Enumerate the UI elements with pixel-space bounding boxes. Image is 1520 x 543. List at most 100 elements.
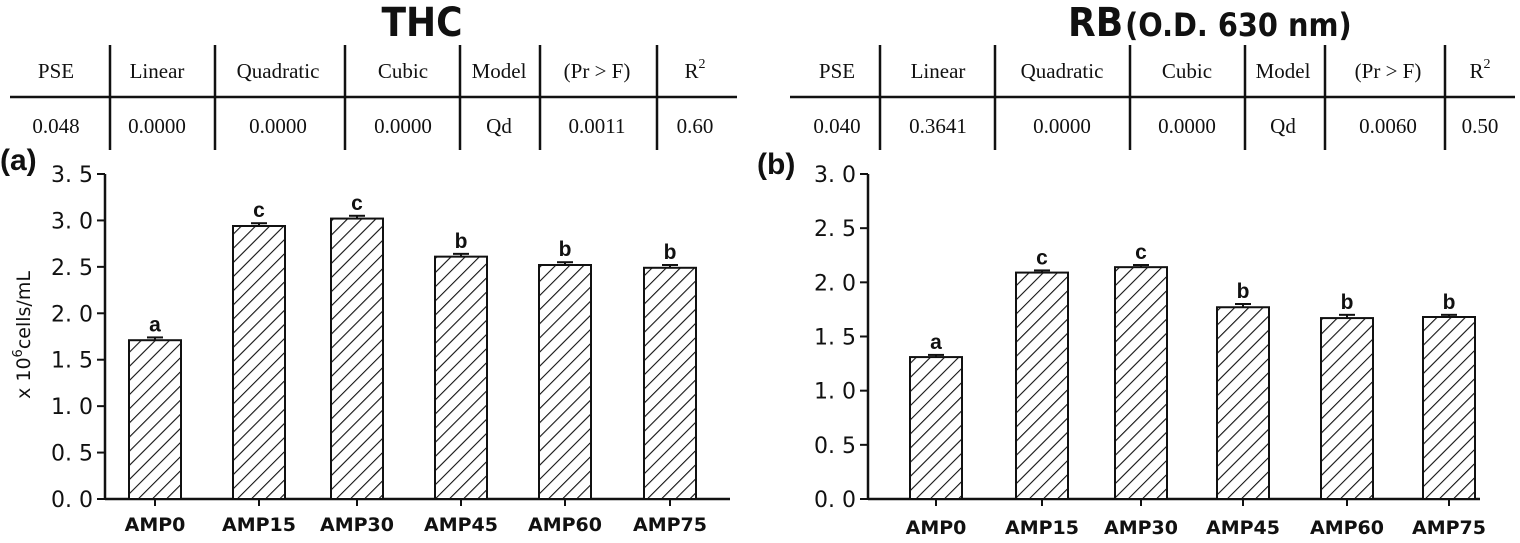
table-value-cell: 0.0000 bbox=[374, 114, 432, 138]
y-tick-label: 3. 5 bbox=[51, 163, 93, 188]
table-value-cell: 0.0060 bbox=[1359, 114, 1417, 138]
ylabel-prefix: x 10 bbox=[13, 357, 35, 398]
y-tick-label: 3. 0 bbox=[814, 163, 856, 188]
y-tick-label: 0. 0 bbox=[814, 488, 856, 513]
bar bbox=[128, 339, 182, 501]
bar bbox=[1114, 266, 1168, 500]
table-header-cell: PSE bbox=[819, 59, 855, 83]
y-tick-label: 0. 0 bbox=[51, 488, 93, 513]
table-header-text: (Pr > F) bbox=[564, 59, 631, 83]
bar bbox=[1320, 317, 1374, 501]
y-tick-label: 3. 0 bbox=[51, 209, 93, 234]
x-tick-label: AMP60 bbox=[528, 514, 602, 536]
table-header-text: R bbox=[684, 59, 698, 83]
x-tick-label: AMP0 bbox=[125, 514, 186, 536]
y-tick-label: 0. 5 bbox=[814, 434, 856, 459]
table-header-cell: Quadratic bbox=[237, 59, 320, 83]
chart-b: 0. 0 0. 5 1. 0 1. 5 2. 0 2. 5 3. 0 a AMP0 c AMP15 c… bbox=[814, 163, 1486, 539]
y-tick-label: 1. 5 bbox=[51, 349, 93, 374]
y-tick-label: 2. 5 bbox=[814, 217, 856, 242]
x-tick-label: AMP30 bbox=[320, 514, 394, 536]
chart-b-title-main: RB bbox=[1068, 0, 1123, 46]
y-tick-label: 2. 5 bbox=[51, 256, 93, 281]
x-tick-label: AMP60 bbox=[1310, 517, 1384, 539]
table-value-cell: 0.60 bbox=[677, 114, 714, 138]
table-header-text: Quadratic bbox=[1021, 59, 1104, 83]
significance-label: b bbox=[1443, 291, 1456, 314]
bar bbox=[1216, 306, 1270, 500]
significance-label: b bbox=[559, 238, 572, 261]
stats-table-b: PSE Linear Quadratic Cubic Model (Pr > F) R2 0.… bbox=[790, 45, 1515, 150]
table-header-cell: Quadratic bbox=[1021, 59, 1104, 83]
y-tick-label: 1. 0 bbox=[51, 395, 93, 420]
table-header-sup: 2 bbox=[699, 57, 706, 72]
x-tick-label: AMP75 bbox=[633, 514, 707, 536]
significance-label: a bbox=[149, 313, 161, 336]
x-tick-label: AMP45 bbox=[1206, 517, 1280, 539]
table-header-sup: 2 bbox=[1484, 57, 1491, 72]
bar bbox=[434, 255, 488, 500]
table-header-text: Linear bbox=[130, 59, 185, 83]
y-tick-label: 2. 0 bbox=[51, 302, 93, 327]
table-value-cell: 0.0000 bbox=[1033, 114, 1091, 138]
table-value-cell: Qd bbox=[486, 114, 512, 138]
significance-label: b bbox=[1341, 291, 1354, 314]
bar bbox=[232, 225, 286, 500]
table-header-cell: Model bbox=[472, 59, 527, 83]
table-header-text: Linear bbox=[911, 59, 966, 83]
significance-label: c bbox=[351, 192, 363, 215]
table-value-cell: 0.3641 bbox=[909, 114, 967, 138]
x-tick-label: AMP0 bbox=[906, 517, 967, 539]
table-header-text: PSE bbox=[38, 59, 74, 83]
bar bbox=[1422, 316, 1476, 500]
significance-label: b bbox=[455, 230, 468, 253]
table-value-cell: 0.048 bbox=[32, 114, 79, 138]
significance-label: c bbox=[1135, 241, 1147, 264]
table-value-cell: 0.0011 bbox=[569, 114, 626, 138]
table-header-text: Cubic bbox=[1162, 59, 1212, 83]
chart-a-title: THC bbox=[381, 0, 462, 46]
bar bbox=[1015, 271, 1069, 501]
bar bbox=[643, 266, 697, 500]
chart-a: 0. 0 0. 5 1. 0 1. 5 2. 0 2. 5 3. 0 3. 5 a AMP0 c AM… bbox=[51, 163, 730, 536]
table-header-cell: Cubic bbox=[378, 59, 428, 83]
y-tick-label: 1. 5 bbox=[814, 326, 856, 351]
table-header-cell: Cubic bbox=[1162, 59, 1212, 83]
table-header-cell: (Pr > F) bbox=[564, 59, 631, 83]
ylabel-sup: 6 bbox=[11, 349, 26, 357]
table-header-cell: R2 bbox=[684, 57, 705, 83]
table-header-text: Quadratic bbox=[237, 59, 320, 83]
table-value-cell: Qd bbox=[1270, 114, 1296, 138]
table-value-cell: 0.50 bbox=[1462, 114, 1499, 138]
table-header-text: Cubic bbox=[378, 59, 428, 83]
stats-table-a: PSE Linear Quadratic Cubic Model (Pr > F) R2 0.… bbox=[10, 45, 737, 150]
x-tick-label: AMP30 bbox=[1104, 517, 1178, 539]
y-tick-label: 1. 0 bbox=[814, 380, 856, 405]
significance-label: b bbox=[664, 241, 677, 264]
bar bbox=[330, 217, 384, 500]
bar bbox=[538, 264, 592, 500]
table-header-cell: Linear bbox=[130, 59, 185, 83]
bar bbox=[909, 356, 963, 501]
table-header-cell: (Pr > F) bbox=[1355, 59, 1422, 83]
table-header-text: Model bbox=[472, 59, 527, 83]
table-value-cell: 0.0000 bbox=[1158, 114, 1216, 138]
table-header-text: PSE bbox=[819, 59, 855, 83]
significance-label: c bbox=[253, 199, 265, 222]
table-value-cell: 0.0000 bbox=[249, 114, 307, 138]
chart-b-title-paren: (O.D. 630 nm) bbox=[1125, 6, 1351, 44]
x-tick-label: AMP15 bbox=[222, 514, 296, 536]
panel-label-b: (b) bbox=[757, 148, 795, 181]
y-tick-label: 2. 0 bbox=[814, 271, 856, 296]
table-header-cell: R2 bbox=[1469, 57, 1490, 83]
chart-b-title: RB(O.D. 630 nm) bbox=[1068, 0, 1352, 46]
table-header-text: Model bbox=[1256, 59, 1311, 83]
x-tick-label: AMP45 bbox=[424, 514, 498, 536]
significance-label: b bbox=[1237, 280, 1250, 303]
table-header-cell: Linear bbox=[911, 59, 966, 83]
table-value-cell: 0.040 bbox=[813, 114, 860, 138]
panel-label-a: (a) bbox=[0, 144, 37, 177]
x-tick-label: AMP15 bbox=[1005, 517, 1079, 539]
table-header-text: R bbox=[1469, 59, 1483, 83]
